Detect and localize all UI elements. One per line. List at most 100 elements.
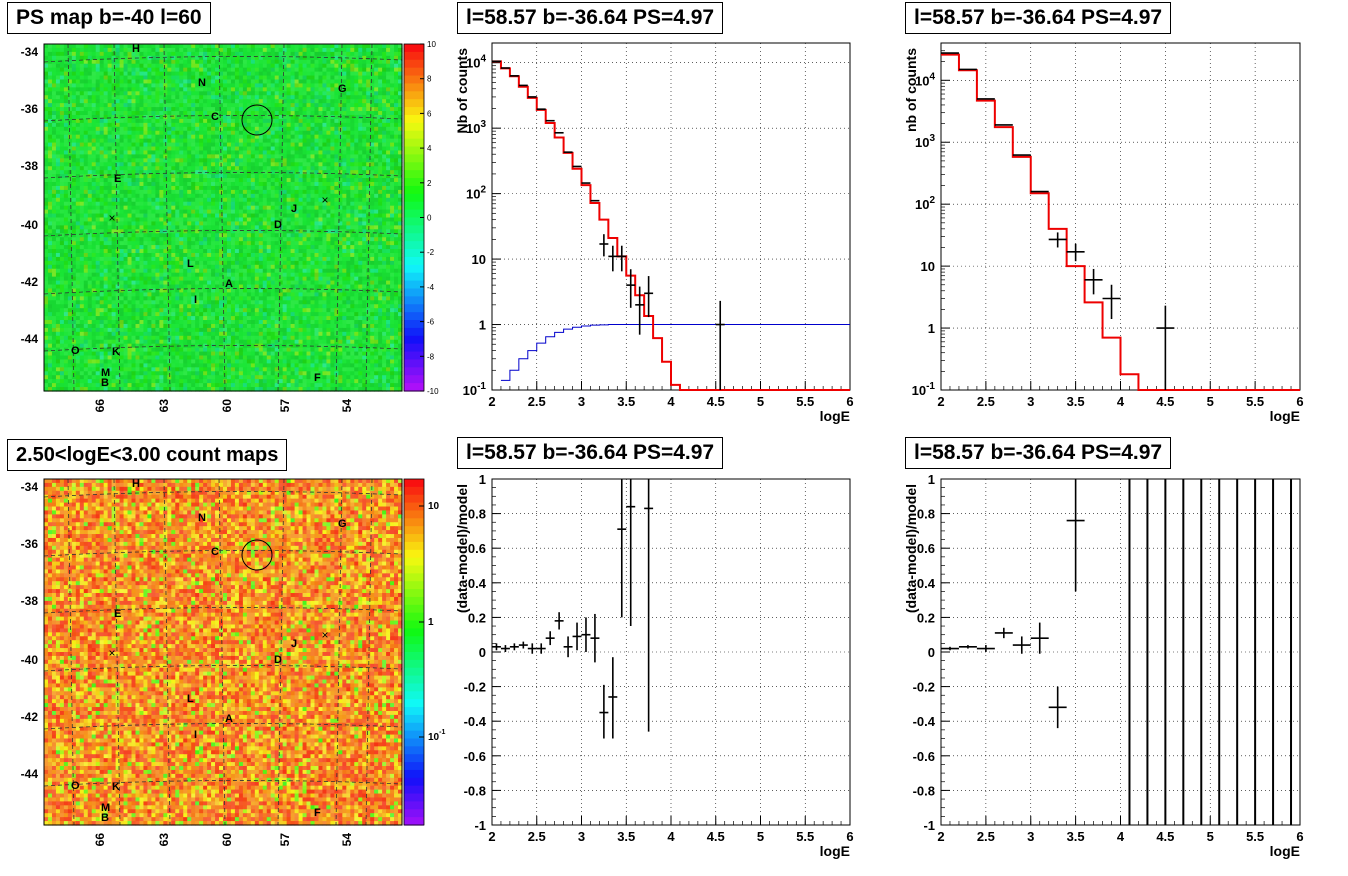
cross-marker: × [108, 211, 115, 225]
residual-1-title: l=58.57 b=-36.64 PS=4.97 [457, 437, 723, 469]
source-label: J [291, 638, 297, 650]
y-axis-label: (data-model)/model [454, 484, 470, 613]
x-axis-label: logE [1270, 408, 1300, 424]
cross-marker: × [108, 646, 115, 660]
x-tick-label: 2 [488, 829, 495, 844]
y-tick-label: 10-1 [912, 381, 936, 398]
x-tick-label: 4.5 [1156, 829, 1174, 844]
source-label: E [114, 173, 121, 185]
source-label: F [314, 807, 321, 819]
x-tick-label: 5.5 [1246, 394, 1264, 409]
x-tick-label: 6 [846, 829, 853, 844]
y-tick-label: -44 [21, 332, 39, 346]
y-tick-label: 0.6 [917, 541, 935, 556]
y-tick-label: -0.4 [464, 714, 487, 729]
residual-2-grid [941, 479, 1300, 825]
x-tick-label: 3.5 [617, 829, 635, 844]
y-tick-label: -0.2 [464, 680, 486, 695]
y-tick-label: 0 [928, 645, 935, 660]
x-tick-label: 3.5 [1067, 829, 1085, 844]
x-tick-label: 2.5 [977, 394, 995, 409]
y-tick-label: -40 [21, 653, 39, 667]
source-label: G [338, 518, 347, 530]
y-tick-label: 0.2 [468, 610, 486, 625]
source-label: I [194, 729, 197, 741]
x-tick-label: 3 [1027, 829, 1034, 844]
source-label: H [132, 478, 140, 490]
x-tick-label: 2 [937, 394, 944, 409]
x-tick-label: 3 [1027, 394, 1034, 409]
source-label: N [198, 512, 206, 524]
source-label: B [101, 377, 109, 389]
y-tick-label: -40 [21, 218, 39, 232]
x-tick-label: 4 [1117, 394, 1125, 409]
count-map-title: 2.50<logE<3.00 count maps [7, 439, 287, 471]
y-tick-label: -1 [923, 818, 935, 833]
colorbar-tick-label: 10 [428, 501, 440, 512]
residual-1-grid [492, 479, 850, 825]
y-tick-label: 1 [479, 318, 486, 333]
x-tick-label: 54 [340, 833, 354, 847]
source-label: C [211, 546, 219, 558]
y-tick-label: 102 [466, 185, 486, 202]
x-tick-label: 2.5 [528, 829, 546, 844]
x-tick-label: 54 [340, 399, 354, 413]
x-axis-label: logE [1270, 843, 1300, 859]
x-tick-label: 6 [846, 394, 853, 409]
x-tick-label: 2.5 [977, 829, 995, 844]
x-tick-label: 5 [757, 394, 764, 409]
x-tick-label: 5.5 [796, 394, 814, 409]
colorbar-tick-label: 10 [427, 40, 436, 49]
x-tick-label: 3.5 [617, 394, 635, 409]
y-tick-label: 1 [479, 472, 486, 487]
x-tick-label: 4 [667, 829, 675, 844]
y-tick-label: -42 [21, 275, 39, 289]
y-tick-label: -36 [21, 537, 39, 551]
x-tick-label: 63 [157, 399, 171, 413]
y-tick-label: 0.8 [468, 507, 486, 522]
colorbar-tick-label: -2 [427, 248, 435, 257]
x-axis-label: logE [820, 843, 850, 859]
y-tick-label: 0.2 [917, 610, 935, 625]
colorbar-tick-label: 8 [427, 75, 432, 84]
cross-marker: × [321, 193, 328, 207]
x-tick-label: 4.5 [707, 394, 725, 409]
y-tick-label: -0.4 [913, 714, 936, 729]
y-tick-label: -0.2 [913, 680, 935, 695]
model-curve-red [941, 55, 1300, 390]
x-tick-label: 2.5 [528, 394, 546, 409]
y-axis-label: Nb of counts [454, 48, 470, 134]
y-tick-label: -42 [21, 710, 39, 724]
source-label: B [101, 812, 109, 824]
colorbar-tick-label: -10 [427, 387, 439, 396]
x-tick-label: 5.5 [1246, 829, 1264, 844]
y-tick-label: -1 [474, 818, 486, 833]
x-tick-label: 4.5 [707, 829, 725, 844]
source-label: G [338, 83, 347, 95]
x-tick-label: 2 [937, 829, 944, 844]
source-label: L [187, 258, 194, 270]
source-label: O [71, 345, 80, 357]
colorbar-tick-label: -4 [427, 283, 435, 292]
y-tick-label: -44 [21, 767, 39, 781]
x-tick-label: 4.5 [1156, 394, 1174, 409]
y-tick-label: -0.8 [464, 783, 486, 798]
y-tick-label: 1 [928, 472, 935, 487]
y-axis-label: (data-model)/model [903, 484, 919, 613]
source-label: K [112, 781, 120, 793]
y-axis-label: nb of counts [903, 48, 919, 132]
colorbar-tick-label: 10-1 [428, 729, 445, 743]
x-tick-label: 3.5 [1067, 394, 1085, 409]
y-tick-label: -0.6 [464, 749, 486, 764]
source-label: D [274, 654, 282, 666]
y-tick-label: 0.4 [917, 576, 936, 591]
y-tick-label: 103 [915, 133, 935, 150]
